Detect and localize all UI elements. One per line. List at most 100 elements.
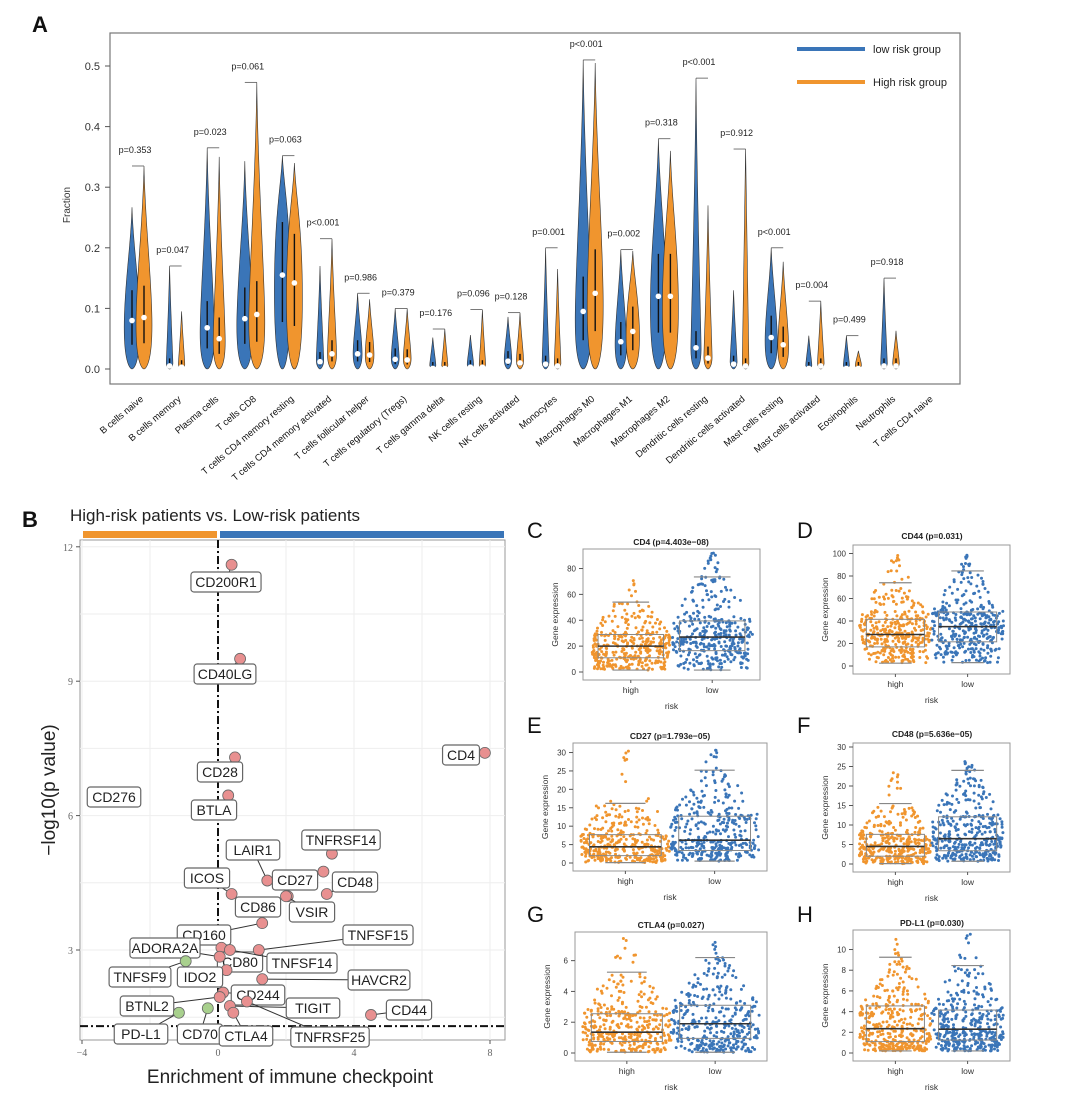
- data-point-group: TNFSF14: [223, 944, 338, 974]
- swarm-point: [651, 860, 655, 864]
- swarm-point: [910, 605, 914, 609]
- swarm-point: [916, 820, 920, 824]
- swarm-point: [928, 1035, 932, 1039]
- swarm-point: [623, 608, 627, 612]
- swarm-point: [712, 755, 716, 759]
- swarm-point: [611, 838, 615, 842]
- data-point: [201, 1002, 214, 1015]
- swarm-point: [684, 842, 688, 846]
- y-tick-label: 0: [562, 859, 567, 868]
- swarm-point: [604, 810, 608, 814]
- swarm-point: [897, 589, 901, 593]
- swarm-point: [646, 1026, 650, 1029]
- swarm-point: [698, 847, 702, 851]
- swarm-point: [734, 1027, 738, 1031]
- swarm-point: [967, 658, 971, 662]
- swarm-point: [907, 609, 911, 613]
- swarm-point: [721, 828, 725, 832]
- swarm-point: [972, 791, 976, 795]
- swarm-point: [943, 589, 947, 592]
- swarm-point: [993, 648, 997, 652]
- swarm-point: [876, 824, 880, 827]
- swarm-point: [956, 587, 960, 591]
- swarm-point: [908, 1022, 912, 1026]
- swarm-point: [944, 616, 948, 620]
- swarm-point: [986, 628, 990, 632]
- plot-frame: [109, 32, 961, 385]
- y-tick-label: 40: [567, 616, 576, 625]
- swarm-point: [640, 1005, 644, 1009]
- swarm-point: [641, 1046, 645, 1050]
- swarm-point: [935, 849, 939, 853]
- swarm-point: [931, 835, 935, 839]
- swarm-point: [860, 620, 863, 623]
- swarm-point: [691, 622, 695, 626]
- swarm-point: [959, 642, 963, 646]
- swarm-point: [963, 1034, 967, 1038]
- swarm-point: [919, 1036, 922, 1040]
- swarm-point: [975, 845, 979, 849]
- swarm-point: [689, 1042, 693, 1046]
- swarm-point: [891, 771, 895, 775]
- swarm-point: [698, 806, 702, 810]
- swarm-point: [865, 826, 868, 830]
- swarm-point: [714, 842, 718, 846]
- swarm-point: [709, 1026, 713, 1030]
- swarm-point: [707, 614, 711, 618]
- swarm-point: [584, 849, 588, 853]
- swarm-point: [611, 1019, 615, 1023]
- swarm-point: [897, 849, 901, 853]
- swarm-point: [972, 799, 976, 803]
- swarm-point: [727, 812, 731, 815]
- swarm-point: [595, 629, 599, 633]
- swarm-point: [713, 647, 717, 651]
- swarm-point: [964, 1010, 968, 1014]
- swarm-point: [906, 860, 910, 863]
- swarm-point: [713, 781, 717, 785]
- swarm-point: [950, 816, 954, 820]
- swarm-point: [964, 555, 968, 559]
- swarm-point: [960, 638, 964, 642]
- swarm-point: [602, 1047, 606, 1051]
- swarm-point: [620, 815, 624, 819]
- swarm-point: [867, 652, 871, 656]
- swarm-point: [939, 1022, 943, 1026]
- swarm-point: [954, 598, 958, 602]
- swarm-point: [700, 851, 704, 855]
- swarm-point: [887, 1011, 890, 1015]
- panel-label: F: [797, 713, 810, 738]
- data-point: [280, 890, 292, 903]
- swarm-point: [869, 653, 873, 657]
- swarm-point: [676, 615, 680, 619]
- swarm-point: [910, 630, 914, 634]
- swarm-point: [958, 997, 962, 1001]
- swarm-point: [701, 629, 705, 633]
- swarm-point: [682, 637, 686, 641]
- swarm-point: [590, 650, 594, 654]
- swarm-point: [604, 820, 608, 824]
- swarm-point: [626, 749, 630, 753]
- swarm-point: [916, 643, 920, 647]
- swarm-point: [664, 847, 668, 850]
- swarm-point: [690, 807, 694, 811]
- swarm-point: [917, 1044, 921, 1048]
- swarm-point: [901, 1009, 905, 1013]
- swarm-point: [715, 976, 719, 980]
- swarm-point: [879, 859, 883, 863]
- swarm-point: [998, 817, 1002, 821]
- swarm-point: [715, 1031, 719, 1034]
- swarm-point: [883, 836, 887, 840]
- swarm-point: [609, 799, 613, 803]
- swarm-point: [963, 971, 967, 975]
- swarm-point: [925, 655, 929, 659]
- swarm-point: [638, 1009, 642, 1013]
- swarm-point: [581, 1030, 585, 1034]
- swarm-point: [643, 621, 647, 625]
- swarm-point: [962, 999, 966, 1003]
- point-label: TNFRSF14: [306, 832, 377, 848]
- swarm-point: [741, 841, 745, 845]
- swarm-point: [959, 580, 963, 584]
- swarm-point: [697, 835, 701, 839]
- y-tick-label: 25: [557, 767, 566, 776]
- swarm-point: [718, 822, 722, 826]
